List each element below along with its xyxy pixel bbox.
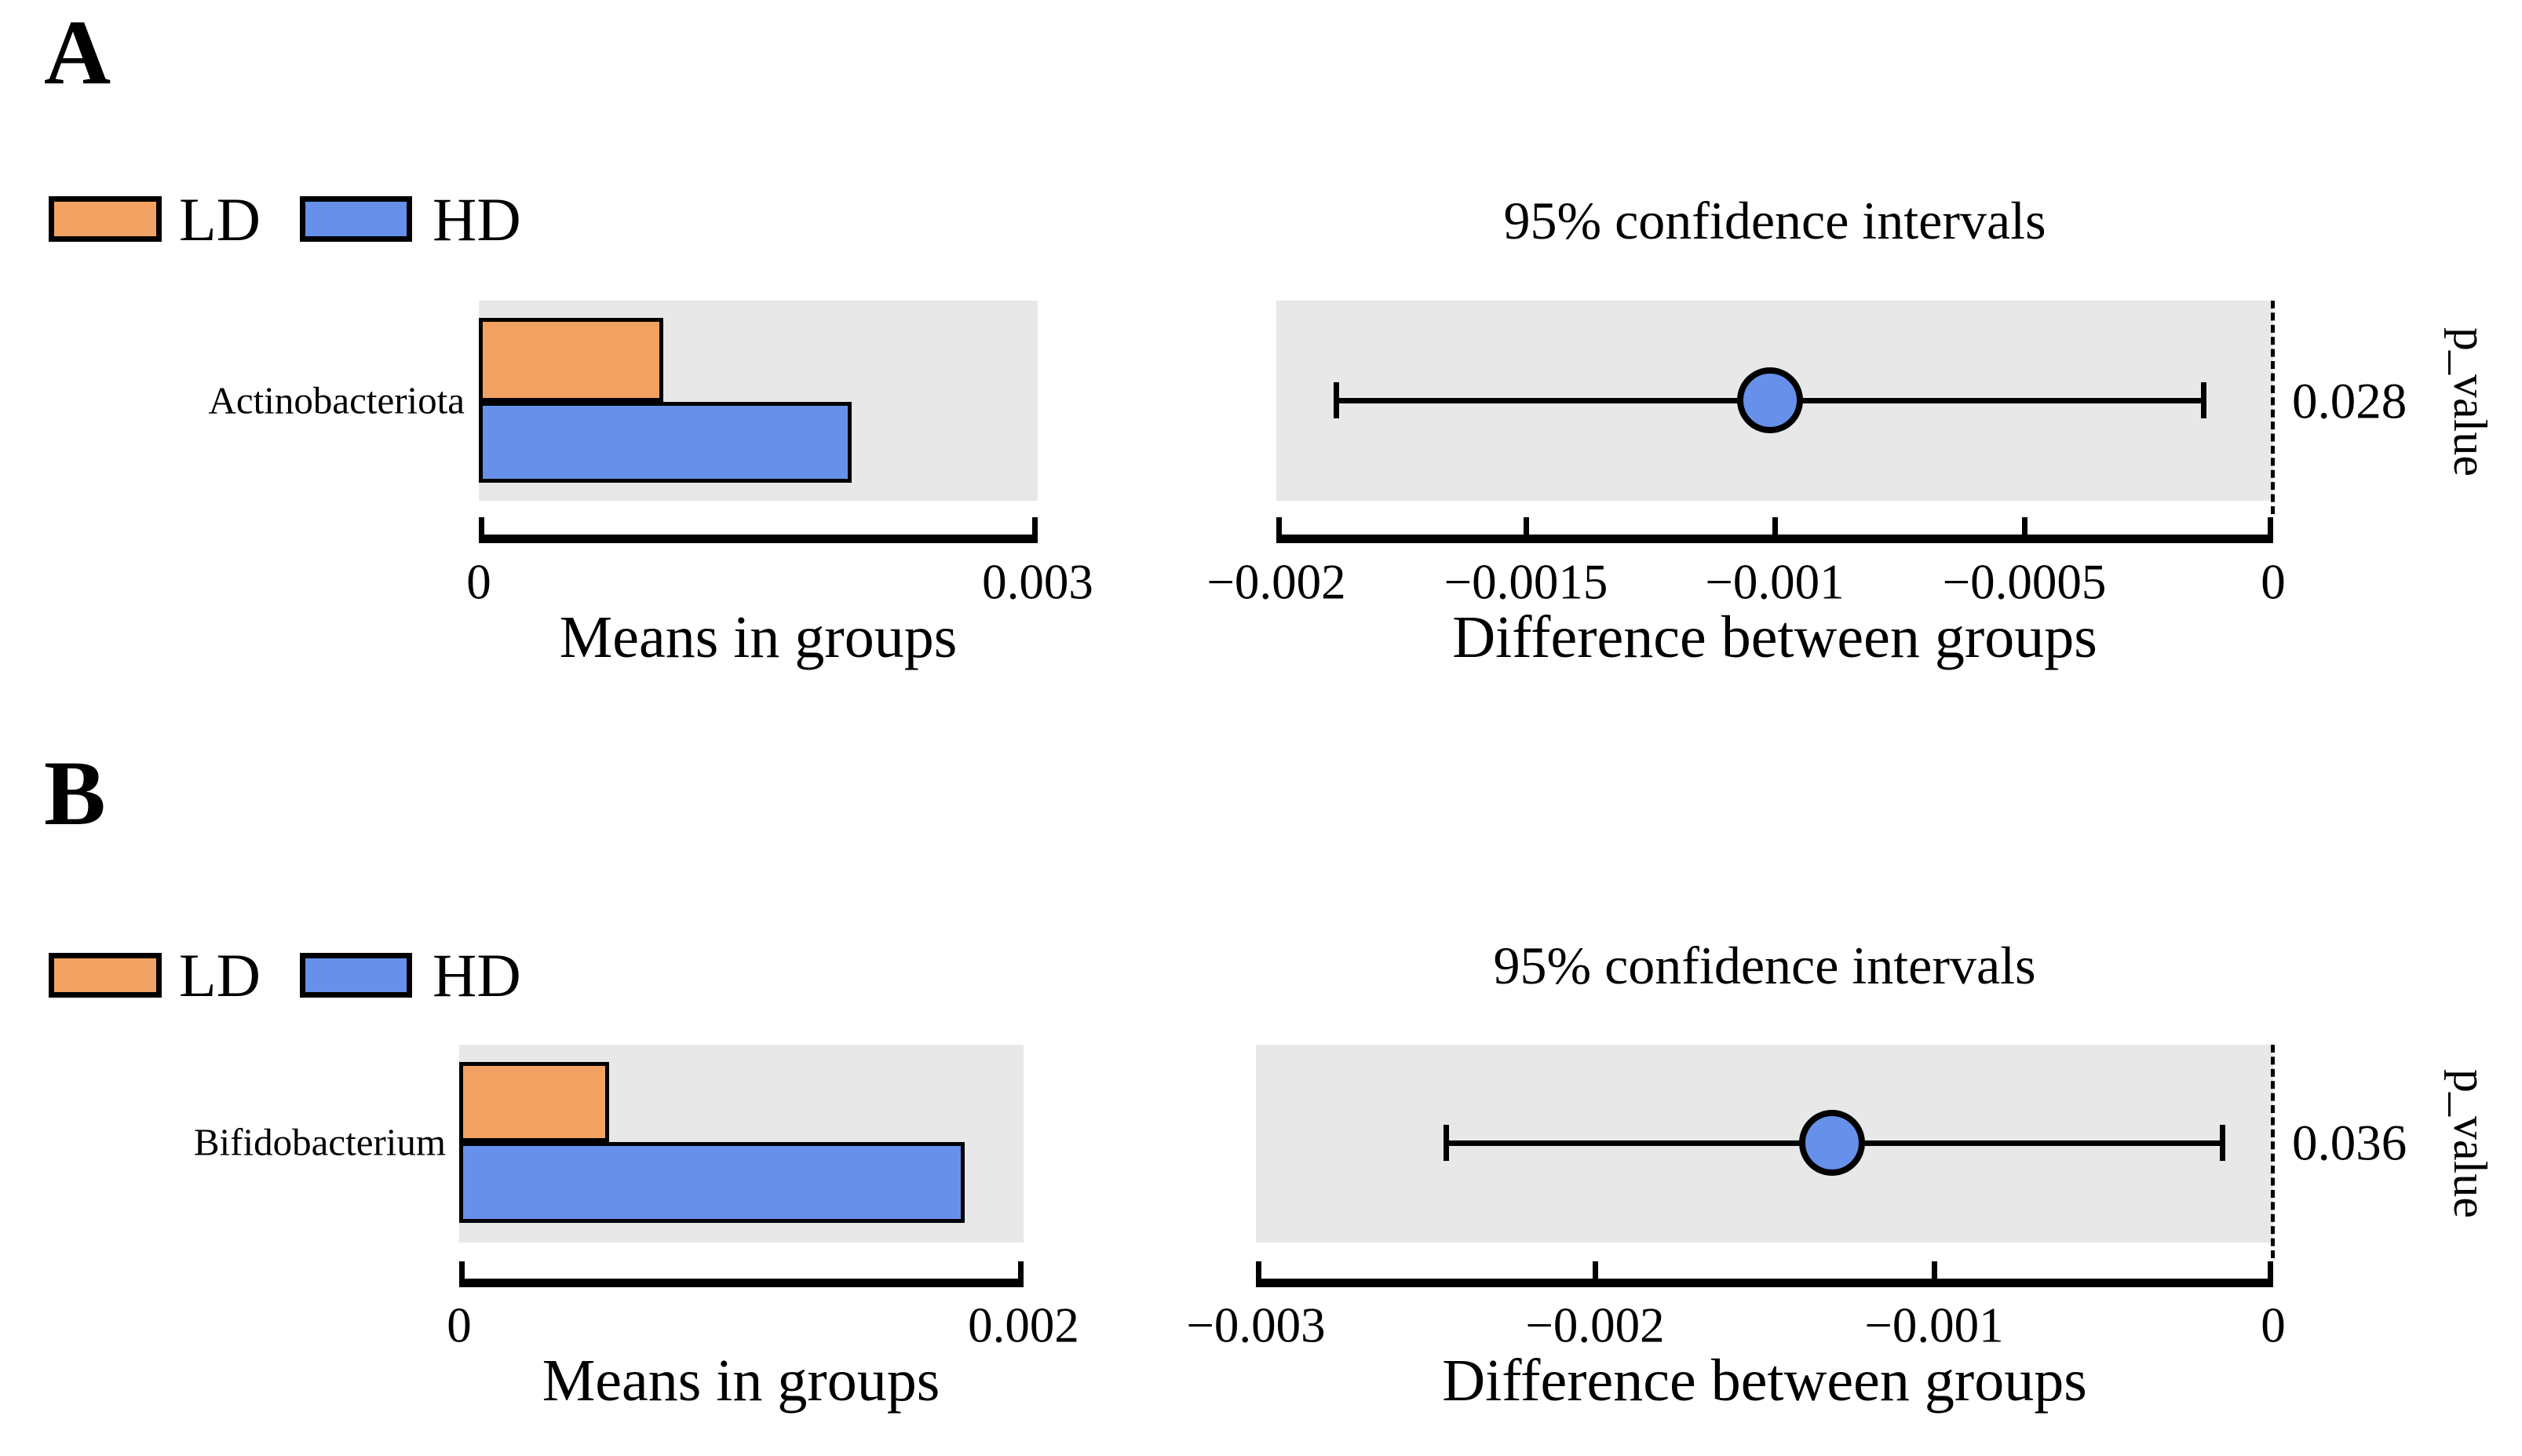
legend-hd-label: HD (432, 185, 521, 254)
p-value: 0.036 (2292, 1115, 2407, 1172)
p-value-axis-label: p_value (2444, 327, 2496, 476)
p-value-axis-label: p_value (2444, 1069, 2496, 1218)
diff-tick-label: −0.002 (1206, 554, 1346, 610)
p-value: 0.028 (2292, 373, 2407, 430)
taxon-label: Bifidobacterium (193, 1120, 446, 1164)
ci-mean-dot (1799, 1110, 1865, 1176)
diff-tick-label: 0 (2261, 554, 2286, 610)
legend-hd-label: HD (432, 941, 521, 1009)
taxon-label: Actinobacteriota (208, 378, 465, 422)
means-tick-label: 0.003 (982, 554, 1093, 610)
diff-tick-label: −0.001 (1705, 554, 1845, 610)
diff-axis-title: Difference between groups (1442, 1348, 2087, 1414)
means-tick-label: 0 (466, 554, 491, 610)
diff-tick-label: −0.002 (1525, 1297, 1665, 1353)
diff-tick-label: −0.001 (1864, 1297, 2004, 1353)
diff-axis-line (1256, 1279, 2273, 1287)
means-axis-line (459, 1279, 1024, 1287)
diff-axis-tick (1524, 517, 1529, 543)
diff-axis-tick (1593, 1261, 1598, 1287)
diff-tick-label: −0.0005 (1942, 554, 2107, 610)
ci-mean-dot (1737, 367, 1803, 433)
means-axis-title: Means in groups (542, 1348, 940, 1414)
diff-axis-tick (2022, 517, 2027, 543)
zero-reference-line (2271, 301, 2275, 514)
means-axis-end-tick (1032, 517, 1038, 543)
diff-tick-label: −0.0015 (1443, 554, 1608, 610)
ci-upper-cap (2220, 1125, 2225, 1161)
panel-a-letter: A (44, 1, 111, 104)
means-axis-end-tick (479, 517, 484, 543)
diff-tick-label: 0 (2261, 1297, 2286, 1353)
legend-ld-label: LD (179, 941, 261, 1009)
ci-lower-cap (1443, 1125, 1449, 1161)
ci-lower-cap (1334, 382, 1339, 418)
diff-axis-tick (1256, 1261, 1261, 1287)
ld-mean-bar (459, 1062, 609, 1142)
means-tick-label: 0.002 (968, 1297, 1079, 1353)
legend-hd-swatch (300, 196, 412, 242)
legend-ld-label: LD (179, 185, 261, 254)
diff-axis-tick (2268, 517, 2273, 543)
hd-mean-bar (459, 1142, 965, 1223)
ci-title: 95% confidence intervals (1503, 191, 2046, 250)
diff-axis-tick (1772, 517, 1778, 543)
means-axis-end-tick (459, 1261, 465, 1287)
legend-ld-swatch (49, 196, 162, 242)
diff-axis-tick (2268, 1261, 2273, 1287)
diff-tick-label: −0.003 (1186, 1297, 1326, 1353)
diff-axis-tick (1932, 1261, 1937, 1287)
ci-title: 95% confidence intervals (1493, 936, 2036, 995)
means-axis-title: Means in groups (559, 604, 958, 670)
diff-axis-title: Difference between groups (1452, 604, 2097, 670)
diff-axis-tick (1276, 517, 1282, 543)
legend-hd-swatch (300, 953, 412, 998)
means-axis-end-tick (1018, 1261, 1024, 1287)
panel-b-letter: B (44, 742, 106, 845)
hd-mean-bar (479, 402, 852, 483)
ld-mean-bar (479, 318, 663, 402)
means-tick-label: 0 (447, 1297, 472, 1353)
ci-upper-cap (2201, 382, 2206, 418)
legend-ld-swatch (49, 953, 162, 998)
zero-reference-line (2271, 1045, 2275, 1258)
means-axis-line (479, 535, 1038, 543)
